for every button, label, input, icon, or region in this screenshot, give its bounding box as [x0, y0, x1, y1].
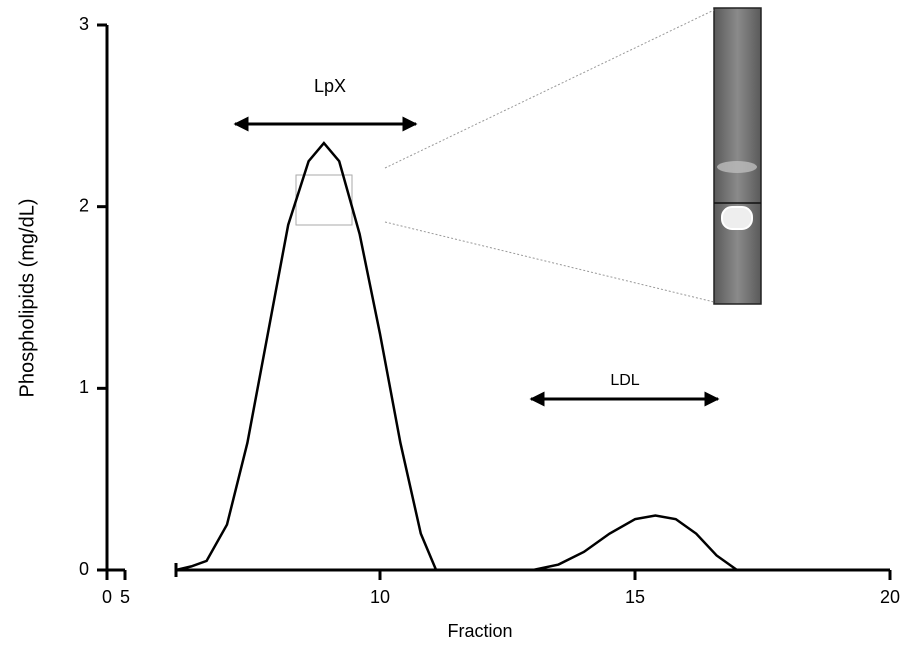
- y-tick-label: 0: [79, 559, 89, 579]
- zoom-line: [384, 9, 715, 169]
- x-tick-label: 10: [370, 587, 390, 607]
- x-tick-label: 20: [880, 587, 900, 607]
- y-tick-label: 1: [79, 377, 89, 397]
- x-axis-label: Fraction: [447, 621, 512, 641]
- annotation: LpX: [314, 76, 346, 96]
- gel-inset: [713, 7, 762, 305]
- y-tick-label: 3: [79, 14, 89, 34]
- zoom-box: [295, 174, 353, 226]
- y-tick-label: 2: [79, 195, 89, 215]
- y-axis-label: Phospholipids (mg/dL): [16, 199, 38, 398]
- x-tick-label: 0: [102, 587, 112, 607]
- data-line: [175, 141, 839, 572]
- annotation: LDL: [610, 372, 639, 389]
- zoom-line: [384, 221, 715, 303]
- x-tick-label: 15: [625, 587, 645, 607]
- x-tick-label: 5: [120, 587, 130, 607]
